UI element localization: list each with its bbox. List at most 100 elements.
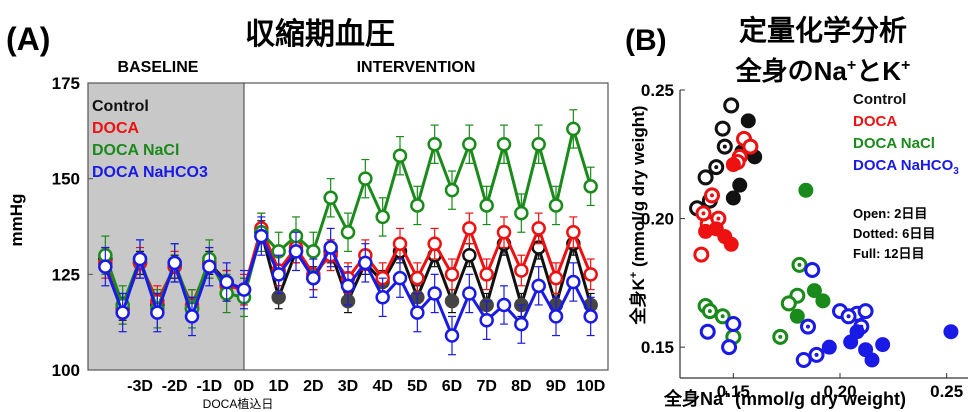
data-point	[514, 316, 529, 332]
x-tick-label: 9D	[546, 378, 566, 395]
data-point	[167, 255, 182, 271]
data-point	[479, 198, 494, 213]
y-tick-label: 0.25	[641, 81, 674, 100]
data-point	[531, 136, 546, 152]
scatter-point-dot	[797, 262, 802, 267]
data-point	[323, 190, 338, 206]
scatter-point-full	[864, 352, 880, 368]
scatter-series-control	[689, 97, 763, 217]
scatter-series-doca	[693, 130, 759, 263]
y-tick-label: 125	[52, 265, 80, 284]
note-full: Full: 12日目	[853, 246, 925, 261]
baseline-label: BASELINE	[118, 59, 199, 76]
x-tick-label: 3D	[338, 378, 358, 395]
scatter-point-full	[725, 190, 741, 206]
data-point	[583, 267, 598, 282]
data-point	[444, 328, 460, 343]
panel-b-label: (B)	[625, 24, 667, 57]
y-tick-label: 0.20	[641, 210, 674, 229]
scatter-point-full	[821, 339, 837, 355]
scatter-point-full	[732, 177, 748, 193]
x-tick-label: 2D	[303, 378, 323, 395]
scatter-point-full	[740, 113, 756, 129]
data-point	[340, 224, 356, 240]
x-tick-label: 1D	[268, 378, 288, 395]
x-tick-label: 8D	[511, 378, 531, 395]
data-point	[306, 244, 321, 259]
data-point	[462, 136, 477, 152]
scatter-point-open	[723, 97, 740, 114]
data-point	[444, 267, 460, 282]
data-point	[427, 136, 442, 152]
data-point	[254, 228, 269, 244]
data-point	[566, 224, 581, 240]
data-point	[566, 274, 581, 290]
scatter-point-open	[742, 138, 759, 155]
legend-b-control: Control	[853, 91, 906, 108]
series-doca-nahco3	[98, 216, 598, 356]
data-point	[392, 236, 408, 251]
scatter-point-dot	[806, 324, 810, 329]
y-tick-label: 150	[52, 170, 80, 189]
scatter-point-full	[943, 324, 959, 340]
scatter-point-open	[693, 246, 710, 263]
data-point	[115, 305, 130, 320]
scatter-point-dot	[846, 314, 851, 319]
panel-a-frame	[87, 82, 609, 371]
scatter-point-full	[875, 337, 891, 353]
y-tick-label: 0.15	[641, 338, 674, 357]
data-point	[410, 270, 425, 286]
scatter-point-full	[843, 334, 859, 350]
data-point	[98, 259, 113, 274]
x-tick-label: 6D	[442, 378, 462, 395]
data-point	[288, 244, 304, 259]
panel-b-title-line1: 定量化学分析	[739, 14, 907, 46]
data-point	[548, 270, 564, 286]
data-point	[444, 293, 460, 309]
data-point	[358, 255, 373, 271]
scatter-point-open	[725, 316, 742, 332]
scatter-point-full	[798, 182, 814, 198]
scatter-point-dot	[722, 144, 727, 149]
data-point	[427, 286, 442, 301]
x-tick-label: 0.25	[930, 382, 963, 401]
legend-a-doca: DOCA	[92, 120, 140, 137]
x-tick-label: 5D	[407, 378, 427, 395]
scatter-point-full	[725, 157, 741, 173]
data-point	[427, 236, 442, 251]
implant-label: DOCA植込日	[203, 396, 274, 411]
data-point	[444, 182, 460, 198]
data-point	[323, 240, 338, 255]
legend-a-doca-nacl: DOCA NaCl	[92, 142, 179, 159]
data-point	[531, 278, 546, 294]
data-point	[410, 198, 425, 213]
data-point	[132, 251, 148, 267]
scatter-point-dot	[716, 216, 721, 221]
x-tick-label: 7D	[476, 378, 496, 395]
scatter-point-open	[714, 120, 731, 137]
scatter-point-full	[815, 293, 831, 309]
data-point	[496, 297, 512, 313]
scatter-point-dot	[720, 314, 725, 319]
panel-b-title-line2: 全身のNa+とK+	[735, 56, 911, 86]
scatter-point-open	[697, 169, 714, 186]
scatter-point-open	[795, 352, 812, 368]
scatter-point-dot	[814, 352, 819, 357]
data-point	[202, 259, 217, 274]
data-point	[392, 148, 408, 163]
data-point	[340, 278, 356, 294]
x-tick-label: 10D	[576, 378, 605, 395]
x-tick-label: 4D	[372, 378, 392, 395]
panel-a-ylabel: mmHg	[7, 194, 26, 247]
data-point	[479, 313, 494, 328]
data-point	[496, 136, 512, 152]
legend-a-control: Control	[92, 98, 149, 115]
scatter-point-dot	[707, 309, 712, 314]
scatter-point-full	[698, 223, 714, 239]
scatter-series-doca-nahco3	[699, 262, 959, 368]
data-point	[375, 209, 390, 225]
y-tick-label: 100	[52, 361, 80, 380]
scatter-point-dot	[778, 334, 783, 339]
data-point	[462, 221, 477, 236]
